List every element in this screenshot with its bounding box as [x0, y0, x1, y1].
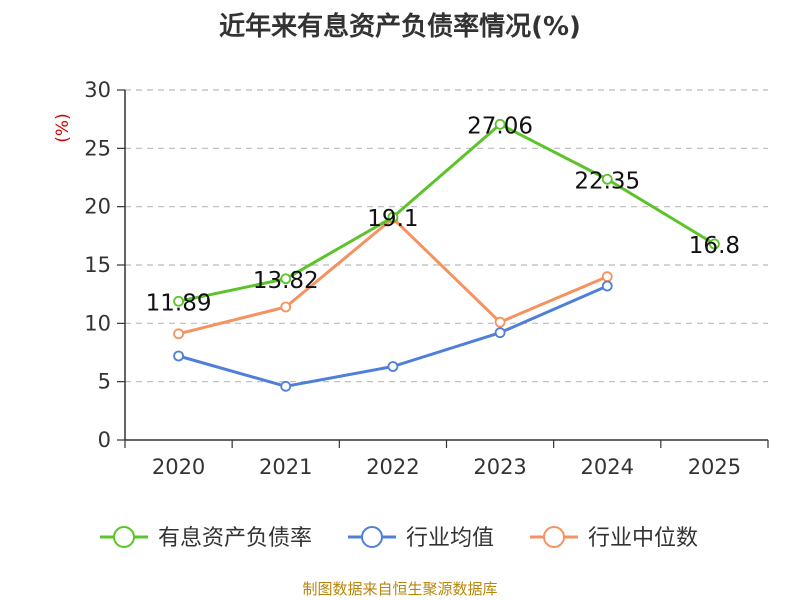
y-tick-label: 5	[98, 370, 111, 394]
legend-marker	[113, 526, 135, 548]
y-tick-label: 15	[84, 253, 111, 277]
x-tick-label: 2023	[473, 455, 526, 479]
y-axis-label: (%)	[53, 113, 73, 142]
data-label: 11.89	[146, 290, 212, 316]
data-point[interactable]	[173, 350, 184, 362]
data-label: 27.06	[467, 113, 533, 139]
chart-title: 近年来有息资产负债率情况(%)	[219, 12, 581, 42]
x-tick-label: 2020	[152, 455, 205, 479]
legend-label: 有息资产负债率	[158, 526, 312, 551]
data-label: 13.82	[253, 268, 319, 294]
data-point[interactable]	[280, 273, 292, 285]
y-tick-label: 0	[98, 428, 111, 452]
series-line	[178, 216, 608, 336]
data-point[interactable]	[601, 271, 613, 283]
data-point[interactable]	[601, 173, 613, 185]
data-point[interactable]	[709, 238, 720, 250]
y-tick-label: 30	[84, 78, 111, 102]
legend-marker	[361, 526, 383, 548]
data-point[interactable]	[601, 280, 613, 292]
legend-item[interactable]: 行业均值	[348, 526, 494, 551]
data-point[interactable]	[173, 295, 184, 307]
x-tick-label: 2022	[366, 455, 419, 479]
x-tick-label: 2021	[259, 455, 312, 479]
data-point[interactable]	[494, 327, 506, 339]
data-label: 19.1	[367, 206, 418, 232]
data-point[interactable]	[173, 328, 184, 340]
x-tick-label: 2025	[688, 455, 741, 479]
data-labels: 11.89 13.82 19.1 27.06 22.35 16.8	[146, 113, 740, 316]
source-note: 制图数据来自恒生聚源数据库	[302, 580, 498, 598]
x-tick-label: 2024	[581, 455, 634, 479]
data-label: 16.8	[689, 233, 740, 259]
series-lines	[173, 118, 720, 392]
legend[interactable]: 有息资产负债率 行业均值 行业中位数	[100, 526, 698, 551]
y-tick-label: 10	[84, 311, 111, 335]
grid-lines	[125, 89, 768, 383]
data-point[interactable]	[280, 380, 292, 392]
legend-label: 行业中位数	[588, 526, 698, 551]
data-point[interactable]	[494, 118, 506, 130]
data-point[interactable]	[280, 301, 292, 313]
data-label: 22.35	[574, 168, 640, 194]
legend-item[interactable]: 行业中位数	[530, 526, 698, 551]
legend-marker	[543, 526, 565, 548]
series-line	[178, 122, 716, 303]
y-tick-label: 20	[84, 195, 111, 219]
legend-label: 行业均值	[406, 526, 494, 551]
data-point[interactable]	[387, 361, 399, 372]
y-tick-label: 25	[84, 136, 111, 160]
data-point[interactable]	[494, 316, 506, 328]
data-point[interactable]	[387, 211, 399, 223]
legend-item[interactable]: 有息资产负债率	[100, 526, 312, 551]
